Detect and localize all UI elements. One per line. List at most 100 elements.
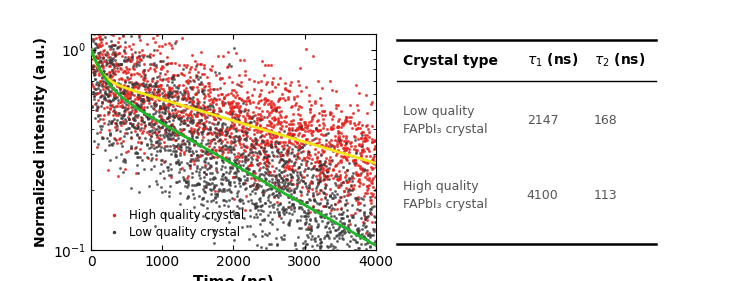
Point bbox=[254, 116, 265, 121]
Point bbox=[356, 167, 367, 171]
Point bbox=[106, 99, 117, 103]
Point bbox=[364, 257, 376, 262]
Point bbox=[302, 210, 313, 215]
Point bbox=[270, 189, 281, 194]
Point bbox=[362, 158, 374, 163]
Point bbox=[150, 83, 162, 88]
Point bbox=[166, 86, 178, 91]
Point bbox=[276, 207, 287, 211]
Point bbox=[262, 143, 274, 147]
Point bbox=[299, 120, 311, 124]
Point bbox=[172, 146, 184, 150]
Point bbox=[195, 118, 207, 122]
Point bbox=[278, 184, 290, 188]
Point bbox=[361, 184, 373, 189]
Point bbox=[226, 109, 238, 114]
Point bbox=[284, 205, 295, 209]
Point bbox=[306, 175, 318, 179]
Point bbox=[190, 103, 202, 108]
Point bbox=[278, 186, 290, 190]
Point bbox=[268, 181, 280, 185]
Point bbox=[220, 93, 232, 97]
Point bbox=[206, 103, 218, 107]
Point bbox=[343, 219, 355, 223]
Point bbox=[107, 70, 119, 74]
Point bbox=[186, 115, 198, 120]
Point bbox=[102, 121, 114, 126]
Point bbox=[173, 73, 184, 77]
Point bbox=[112, 40, 124, 44]
Point bbox=[276, 115, 287, 119]
Point bbox=[185, 65, 197, 69]
Point bbox=[187, 100, 198, 105]
Point bbox=[261, 177, 273, 182]
Point bbox=[287, 142, 299, 146]
Point bbox=[235, 96, 246, 101]
Point bbox=[134, 108, 146, 112]
Point bbox=[226, 87, 238, 92]
Point bbox=[115, 62, 127, 66]
Point bbox=[326, 222, 338, 226]
Point bbox=[254, 118, 266, 122]
Point bbox=[241, 145, 252, 149]
Point bbox=[204, 164, 216, 169]
Point bbox=[327, 244, 338, 249]
Point bbox=[344, 120, 356, 125]
Point bbox=[268, 194, 280, 199]
Point bbox=[95, 101, 107, 105]
Point bbox=[113, 137, 125, 142]
Point bbox=[190, 105, 202, 109]
Point bbox=[297, 145, 308, 149]
Point bbox=[333, 129, 345, 134]
Point bbox=[247, 113, 259, 118]
Point bbox=[155, 116, 167, 121]
Point bbox=[233, 117, 245, 122]
Point bbox=[327, 225, 339, 229]
Point bbox=[114, 119, 125, 124]
Point bbox=[220, 143, 232, 148]
Point bbox=[184, 157, 196, 162]
Point bbox=[134, 18, 146, 22]
Point bbox=[181, 63, 192, 67]
Point bbox=[248, 119, 260, 123]
Point bbox=[326, 143, 338, 148]
Point bbox=[281, 158, 292, 163]
Point bbox=[327, 195, 338, 200]
Point bbox=[104, 58, 116, 63]
Point bbox=[308, 198, 319, 203]
Point bbox=[267, 149, 278, 154]
Point bbox=[256, 190, 268, 194]
Point bbox=[313, 160, 324, 164]
Point bbox=[118, 58, 130, 62]
Point bbox=[313, 236, 325, 241]
Point bbox=[182, 185, 193, 190]
Point bbox=[274, 201, 286, 206]
Point bbox=[97, 26, 109, 30]
Point bbox=[214, 137, 225, 142]
Point bbox=[106, 82, 117, 87]
Point bbox=[141, 94, 152, 98]
Point bbox=[364, 198, 376, 202]
Point bbox=[162, 116, 174, 121]
Point bbox=[106, 86, 118, 91]
Point bbox=[222, 140, 233, 144]
Point bbox=[295, 126, 307, 131]
Point bbox=[197, 89, 208, 94]
Point bbox=[323, 236, 335, 241]
Point bbox=[94, 112, 106, 117]
Point bbox=[115, 62, 127, 67]
Point bbox=[262, 213, 273, 217]
Point bbox=[239, 208, 251, 213]
Point bbox=[143, 89, 155, 94]
Point bbox=[201, 74, 213, 79]
Point bbox=[272, 141, 284, 146]
Point bbox=[176, 71, 188, 76]
Point bbox=[202, 182, 214, 187]
Point bbox=[128, 125, 140, 129]
Point bbox=[249, 202, 261, 206]
Point bbox=[208, 126, 220, 130]
Point bbox=[179, 133, 190, 138]
Point bbox=[109, 136, 120, 140]
Point bbox=[139, 53, 150, 57]
Point bbox=[99, 90, 111, 95]
